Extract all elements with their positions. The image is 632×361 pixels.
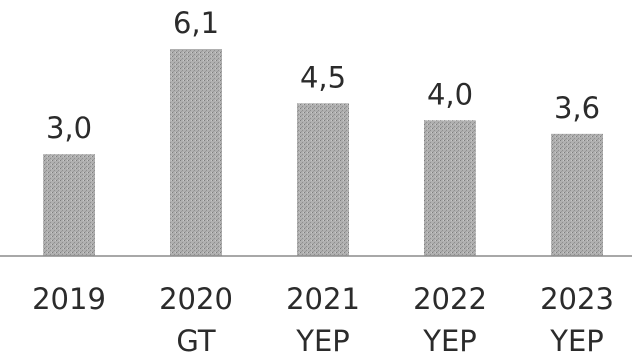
category-label-2019: 2019 <box>32 282 106 316</box>
bar-2023 <box>551 133 603 256</box>
value-label-2022: 4,0 <box>427 77 473 111</box>
category-label-2022: 2022 <box>413 282 487 316</box>
value-label-2023: 3,6 <box>554 91 600 125</box>
category-label-2023: 2023 <box>540 282 614 316</box>
category-label-2020: 2020 <box>159 282 233 316</box>
value-label-2019: 3,0 <box>46 111 92 145</box>
category-label-2021-sub: YEP <box>295 324 350 358</box>
value-labels-group: 3,0 6,1 4,5 4,0 3,6 <box>46 6 600 145</box>
value-label-2020: 6,1 <box>173 6 219 40</box>
category-labels-group: 2019 2020 GT 2021 YEP 2022 YEP 2023 YEP <box>32 282 614 358</box>
value-label-2021: 4,5 <box>300 60 346 94</box>
category-label-2020-sub: GT <box>176 324 215 358</box>
bar-2019 <box>43 154 95 256</box>
category-label-2023-sub: YEP <box>549 324 604 358</box>
category-label-2021: 2021 <box>286 282 360 316</box>
bar-2020 <box>170 49 222 256</box>
category-label-2022-sub: YEP <box>422 324 477 358</box>
bar-2022 <box>424 120 476 256</box>
bars-group <box>43 49 603 257</box>
bar-2021 <box>297 103 349 257</box>
